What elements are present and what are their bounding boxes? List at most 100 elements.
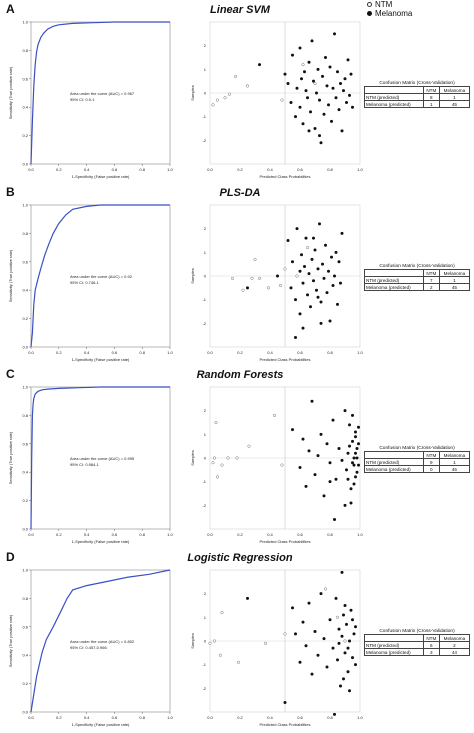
cm-cell: 45	[438, 283, 471, 291]
ci-text: 95% CI: 0.457-0.966	[70, 645, 107, 650]
melanoma-point	[351, 461, 354, 465]
melanoma-point	[334, 596, 338, 600]
auc-text: Area under the curve (AUC) = 0.802	[70, 639, 135, 644]
melanoma-point	[349, 501, 353, 505]
roc-plot-frame	[30, 569, 171, 713]
scatter-x-tick-label: 0.8	[327, 715, 333, 720]
scatter-x-tick-label: 0.4	[267, 350, 273, 355]
melanoma-point	[289, 286, 293, 290]
melanoma-point	[354, 435, 357, 439]
melanoma-point	[324, 56, 327, 59]
roc-x-tick-label: 0.8	[139, 532, 145, 537]
cm-row-label: Melanoma (predicted)	[364, 465, 424, 473]
cm-row-label: Melanoma (predicted)	[364, 100, 424, 108]
roc-x-tick-label: 0.2	[56, 167, 62, 172]
melanoma-point	[355, 470, 359, 474]
roc-x-tick-label: 0.8	[139, 350, 145, 355]
roc-y-tick-label: 0.0	[22, 345, 28, 350]
confusion-matrix-title: Confusion Matrix (Cross-Validation)	[379, 80, 455, 86]
scatter-x-tick-label: 0.2	[237, 532, 243, 537]
roc-y-tick-label: 1.0	[22, 203, 28, 208]
melanoma-point	[340, 570, 344, 574]
cm-cell: 8	[422, 93, 440, 101]
cm-row-label: NTM (predicted)	[364, 93, 424, 101]
roc-x-tick-label: 0.0	[28, 532, 34, 537]
melanoma-point	[313, 630, 317, 634]
melanoma-point	[321, 74, 324, 78]
melanoma-point	[246, 596, 249, 600]
ntm-point	[220, 611, 224, 615]
cm-column-header: Melanoma	[438, 634, 471, 642]
roc-x-tick-label: 1.0	[167, 167, 173, 172]
roc-x-axis-label: 1-Specificity (False positive rate)	[72, 539, 130, 544]
melanoma-point	[355, 447, 359, 451]
scatter-x-tick-label: 0.8	[327, 350, 333, 355]
roc-y-tick-label: 0.6	[22, 76, 28, 81]
cm-corner-cell	[364, 634, 424, 642]
melanoma-point	[304, 484, 308, 488]
scatter-x-tick-label: 0.2	[237, 350, 243, 355]
ntm-point	[212, 639, 217, 643]
roc-y-tick-label: 0.0	[22, 162, 28, 167]
melanoma-point	[340, 129, 344, 133]
cm-column-header: NTM	[422, 269, 440, 277]
melanoma-point	[336, 302, 339, 306]
cm-corner-cell	[364, 269, 424, 277]
roc-y-tick-label: 0.8	[22, 48, 28, 53]
melanoma-point	[357, 425, 360, 429]
roc-x-tick-label: 0.6	[112, 715, 118, 720]
auc-text: Area under the curve (AUC) = 0.967	[70, 91, 135, 96]
roc-curve	[30, 204, 170, 348]
ci-text: 95% CI: 0.746-1	[70, 280, 100, 285]
melanoma-point	[351, 413, 354, 417]
roc-x-tick-label: 0.0	[28, 167, 34, 172]
scatter-x-axis-label: Predicted Class Probabilities	[260, 539, 311, 544]
melanoma-point	[286, 239, 290, 242]
melanoma-point	[319, 141, 323, 145]
melanoma-point	[343, 503, 347, 507]
melanoma-point	[334, 96, 338, 100]
melanoma-point	[304, 236, 308, 240]
scatter-y-tick-label: -2	[202, 503, 206, 508]
melanoma-point	[291, 606, 294, 610]
melanoma-point	[289, 100, 293, 104]
melanoma-point	[301, 437, 305, 441]
scatter-x-tick-label: 0.0	[207, 167, 213, 172]
ntm-point	[313, 81, 317, 86]
scatter-x-tick-label: 1.0	[357, 350, 363, 355]
melanoma-point	[337, 447, 341, 451]
melanoma-point	[303, 265, 306, 269]
legend-melanoma-label: Melanoma	[375, 9, 413, 18]
melanoma-point	[346, 451, 350, 455]
cm-corner-cell	[364, 451, 424, 459]
melanoma-point	[298, 312, 302, 316]
melanoma-point	[307, 449, 311, 453]
melanoma-point	[325, 665, 329, 669]
roc-y-tick-label: 0.4	[22, 105, 28, 110]
melanoma-point	[340, 231, 344, 235]
melanoma-point	[354, 625, 357, 629]
roc-x-tick-label: 0.8	[139, 715, 145, 720]
melanoma-point	[301, 620, 305, 624]
melanoma-point	[283, 72, 287, 76]
roc-x-tick-label: 0.8	[139, 167, 145, 172]
melanoma-point	[333, 274, 336, 278]
melanoma-point	[310, 39, 314, 43]
melanoma-point	[312, 79, 315, 83]
melanoma-point	[306, 293, 309, 297]
cm-row: Melanoma (predicted) 3 44	[364, 648, 471, 656]
scatter-x-tick-label: 1.0	[357, 715, 363, 720]
roc-y-tick-label: 0.4	[22, 653, 28, 658]
melanoma-point	[349, 487, 353, 491]
melanoma-point	[340, 458, 344, 462]
melanoma-point	[306, 96, 309, 100]
cm-row-label: Melanoma (predicted)	[364, 648, 424, 656]
melanoma-point	[348, 423, 351, 427]
scatter-x-tick-label: 0.4	[267, 167, 273, 172]
roc-x-tick-label: 1.0	[167, 715, 173, 720]
roc-curve	[30, 569, 171, 713]
ci-text: 95% CI: 0.984-1	[70, 462, 100, 467]
melanoma-point	[318, 222, 321, 226]
roc-y-tick-label: 0.4	[22, 470, 28, 475]
scatter-x-tick-label: 0.4	[267, 532, 273, 537]
